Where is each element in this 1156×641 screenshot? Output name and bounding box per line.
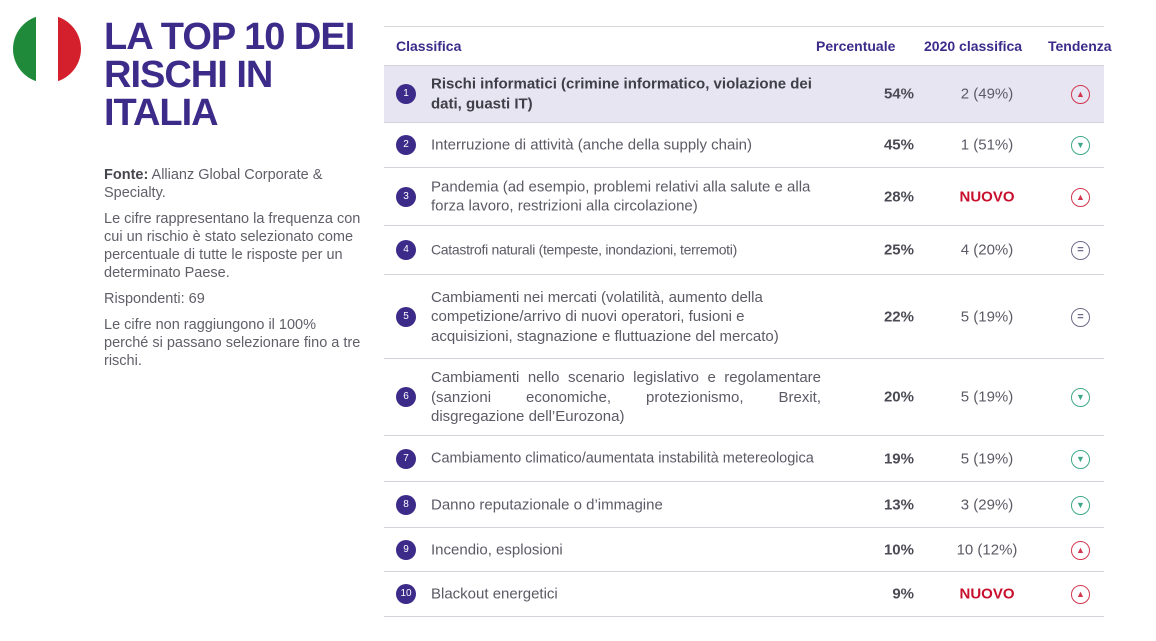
rank-badge: 8 — [396, 494, 416, 515]
risk-percent: 19% — [883, 450, 914, 467]
prev-rank: 5 (19%) — [960, 450, 1014, 467]
risk-label: Pandemia (ad esempio, problemi relativi … — [431, 178, 811, 215]
page-title: LA TOP 10 DEI RISCHI IN ITALIA — [104, 18, 364, 132]
table-row: 9 Incendio, esplosioni 10% 10 (12%) ▲ — [384, 527, 1104, 571]
risk-label: Cambiamento climatico/aumentata instabil… — [431, 449, 814, 466]
trend-down-icon: ▼ — [1071, 388, 1090, 407]
risk-label: Interruzione di attività (anche della su… — [431, 136, 753, 154]
flag-green-stripe — [13, 15, 36, 83]
risk-percent: 28% — [883, 188, 914, 205]
table-row: 6 Cambiamenti nello scenario legislativo… — [384, 358, 1104, 435]
title-line-1: LA TOP 10 DEI — [104, 16, 355, 58]
side-notes: Fonte: Allianz Global Corporate & Specia… — [104, 166, 362, 378]
source-label: Fonte: — [104, 167, 149, 183]
prev-rank-new-badge: NUOVO — [959, 188, 1015, 205]
rank-badge: 2 — [396, 135, 416, 155]
trend-stable-icon: = — [1071, 307, 1090, 327]
prev-rank: 5 (19%) — [960, 308, 1014, 325]
table-row: 1 Rischi informatici (crimine informatic… — [384, 65, 1104, 122]
respondents-note: Rispondenti: 69 — [104, 291, 205, 307]
prev-rank: 10 (12%) — [956, 541, 1018, 558]
table-header: Classifica Percentuale 2020 classifica T… — [384, 27, 1112, 65]
risk-percent: 45% — [883, 136, 914, 154]
trend-stable-icon: = — [1071, 241, 1090, 260]
trend-up-icon: ▲ — [1071, 585, 1090, 604]
trend-down-icon: ▼ — [1071, 495, 1090, 515]
table-row: 10 Blackout energetici 9% NUOVO ▲ — [384, 571, 1104, 617]
italy-flag-icon — [13, 15, 81, 83]
risk-percent: 54% — [883, 85, 914, 103]
rank-badge: 9 — [396, 539, 416, 560]
rank-badge: 1 — [396, 84, 416, 104]
rank-badge: 4 — [396, 240, 416, 260]
risk-label: Cambiamenti nei mercati (volatilità, aum… — [431, 288, 779, 345]
prev-rank: 4 (20%) — [960, 241, 1014, 259]
rank-badge: 3 — [396, 186, 416, 207]
rank-badge: 6 — [396, 387, 416, 407]
table-row: 3 Pandemia (ad esempio, problemi relativ… — [384, 167, 1104, 225]
risk-percent: 9% — [892, 585, 914, 603]
trend-up-icon: ▲ — [1071, 187, 1090, 207]
header-trend: Tendenza — [1048, 38, 1112, 54]
risk-label: Blackout energetici — [431, 585, 558, 603]
trend-up-icon: ▲ — [1071, 540, 1090, 560]
table-row: 4 Catastrofi naturali (tempeste, inondaz… — [384, 225, 1104, 274]
flag-red-stripe — [58, 15, 81, 83]
trend-down-icon: ▼ — [1071, 449, 1090, 469]
table-row: 5 Cambiamenti nei mercati (volatilità, a… — [384, 274, 1104, 358]
rank-badge: 10 — [396, 584, 416, 604]
risk-percent: 22% — [883, 308, 914, 325]
prev-rank: 2 (49%) — [960, 85, 1014, 103]
table-row: 7 Cambiamento climatico/aumentata instab… — [384, 435, 1104, 481]
prev-rank: 5 (19%) — [960, 388, 1014, 406]
risk-label: Incendio, esplosioni — [431, 540, 563, 558]
table-row: 2 Interruzione di attività (anche della … — [384, 122, 1104, 167]
risk-ranking-table: Classifica Percentuale 2020 classifica T… — [384, 26, 1112, 617]
percentage-note: Le cifre non raggiungono il 100% perché … — [104, 317, 361, 369]
title-line-3: ITALIA — [104, 92, 219, 134]
risk-label: Danno reputazionale o d’immagine — [431, 495, 663, 513]
risk-percent: 25% — [883, 241, 914, 259]
description-note: Le cifre rappresentano la frequenza con … — [104, 211, 361, 281]
risk-percent: 20% — [883, 388, 914, 406]
header-rank: Classifica — [396, 38, 462, 54]
header-percent: Percentuale — [816, 38, 896, 54]
risk-label: Rischi informatici (crimine informatico,… — [431, 75, 812, 113]
table-row: 8 Danno reputazionale o d’immagine 13% 3… — [384, 481, 1104, 527]
risk-label: Catastrofi naturali (tempeste, inondazio… — [431, 241, 737, 258]
trend-up-icon: ▲ — [1071, 85, 1090, 104]
rank-badge: 7 — [396, 448, 416, 469]
prev-rank: 1 (51%) — [960, 136, 1014, 154]
risk-percent: 10% — [883, 541, 914, 558]
header-2020-rank: 2020 classifica — [924, 38, 1023, 54]
rank-badge: 5 — [396, 306, 416, 327]
prev-rank: 3 (29%) — [960, 496, 1014, 513]
risk-label: Cambiamenti nello scenario legislativo e… — [431, 368, 821, 425]
trend-down-icon: ▼ — [1071, 136, 1090, 155]
flag-white-stripe — [35, 15, 59, 83]
source-note: Fonte: Allianz Global Corporate & Specia… — [104, 166, 362, 202]
source-text: Allianz Global Corporate & Specialty. — [104, 167, 323, 201]
title-line-2: RISCHI IN — [104, 54, 273, 96]
prev-rank-new-badge: NUOVO — [959, 585, 1015, 603]
risk-percent: 13% — [883, 496, 914, 513]
